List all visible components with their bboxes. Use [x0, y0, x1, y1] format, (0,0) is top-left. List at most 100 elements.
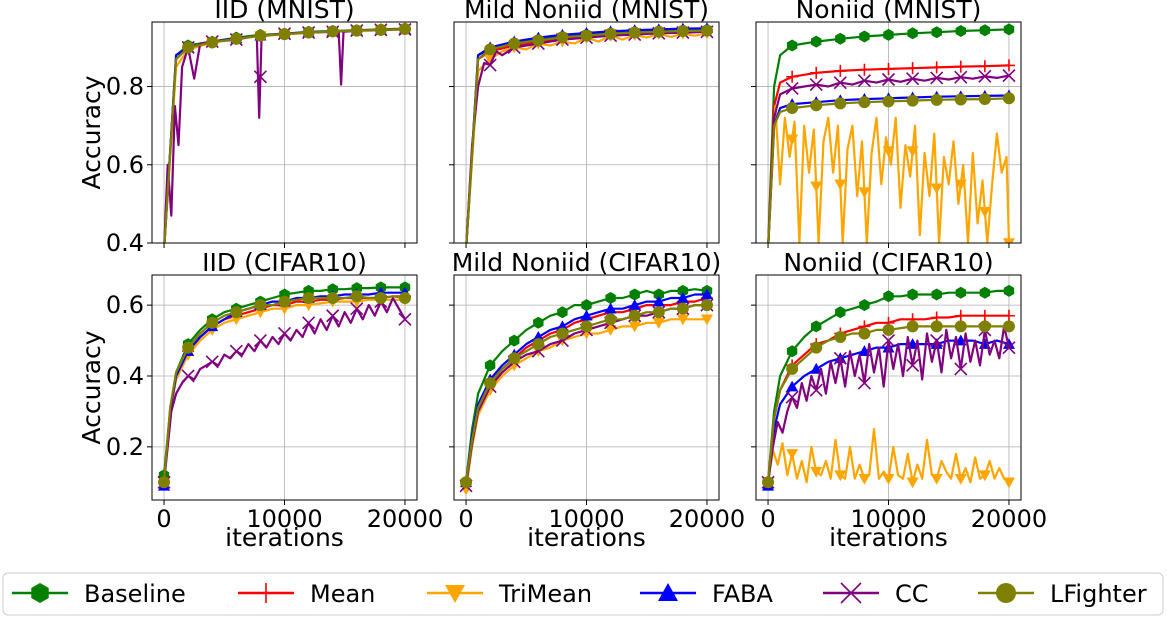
plot-area	[157, 281, 412, 491]
x-tick-label: 20000	[971, 505, 1047, 533]
marker-baseline	[653, 288, 664, 301]
marker-lfighter	[206, 316, 219, 329]
marker-cc	[785, 81, 799, 96]
marker-trimean	[1002, 238, 1015, 243]
marker-cc	[809, 78, 823, 92]
marker-lfighter	[350, 24, 363, 37]
legend: Baseline Mean TriMean FABA CC LFighter	[2, 572, 1164, 616]
panel-title: Noniid (CIFAR10)	[783, 248, 993, 277]
marker-baseline	[509, 334, 520, 347]
marker-lfighter	[954, 93, 967, 106]
marker-lfighter	[930, 320, 943, 333]
marker-cc	[906, 72, 920, 86]
marker-faba	[652, 295, 665, 307]
y-tick-label: 0.4	[106, 362, 144, 390]
x-axis-label: iterations	[225, 523, 344, 552]
marker-trimean	[978, 206, 991, 218]
marker-mean	[1002, 309, 1015, 322]
marker-faba	[676, 292, 689, 303]
panel-noniid-mnist: Noniid (MNIST)	[751, 0, 1022, 248]
marker-baseline	[883, 28, 894, 41]
marker-baseline	[835, 306, 846, 319]
x-tick-label: 10000	[850, 505, 926, 533]
x-axis-label: iterations	[527, 523, 646, 552]
panel-title: Mild Noniid (CIFAR10)	[452, 248, 722, 277]
marker-baseline	[811, 320, 822, 333]
marker-trimean	[834, 470, 847, 482]
marker-lfighter	[278, 295, 291, 308]
marker-lfighter	[398, 292, 411, 305]
series-line-cc	[162, 296, 406, 483]
marker-faba	[604, 302, 617, 314]
marker-mean	[978, 60, 991, 73]
marker-mean	[858, 63, 871, 76]
x-tick-label: 20000	[669, 505, 745, 533]
x-axis-label: iterations	[829, 523, 948, 552]
legend-label: CC	[895, 580, 929, 608]
marker-trimean	[858, 473, 871, 485]
marker-lfighter	[484, 43, 497, 56]
marker-lfighter	[954, 320, 967, 333]
panel-iid-cifar10: IID (CIFAR10) 0.2 0.4 0.6 0 10000 20000 iterati…	[77, 248, 443, 552]
marker-lfighter	[350, 290, 363, 303]
marker-baseline	[557, 306, 568, 319]
legend-marker-mean	[256, 583, 276, 603]
marker-baseline	[859, 30, 870, 43]
marker-baseline	[1003, 23, 1015, 36]
legend-label: TriMean	[498, 580, 592, 608]
series-line-trimean	[767, 105, 1011, 243]
marker-baseline	[979, 286, 991, 299]
marker-lfighter	[906, 320, 919, 333]
marker-baseline	[484, 359, 496, 372]
series-line-lfighter	[162, 295, 406, 483]
marker-lfighter	[978, 93, 991, 106]
panel-mild-noniid-cifar10: Mild Noniid (CIFAR10) 0 10000 20000 iteratio…	[449, 248, 745, 552]
marker-lfighter	[398, 23, 411, 36]
marker-lfighter	[628, 26, 641, 39]
marker-lfighter	[676, 24, 689, 37]
marker-cc	[326, 309, 340, 323]
marker-trimean	[954, 473, 967, 485]
marker-cc	[350, 302, 364, 316]
series-line-lfighter	[766, 325, 1009, 483]
marker-faba	[628, 299, 641, 310]
marker-trimean	[652, 318, 665, 329]
marker-lfighter	[978, 320, 991, 333]
marker-baseline	[907, 288, 918, 301]
marker-trimean	[930, 183, 943, 195]
marker-trimean	[978, 470, 991, 482]
marker-lfighter	[858, 96, 871, 109]
plot-area	[767, 23, 1016, 243]
x-tick-label: 10000	[246, 505, 322, 533]
marker-lfighter	[302, 292, 315, 305]
series-line-cc	[767, 74, 1010, 243]
panel-noniid-cifar10: Noniid (CIFAR10) 0 10000 20000 iterations	[751, 248, 1047, 552]
marker-mean	[786, 70, 799, 83]
marker-lfighter	[254, 299, 267, 312]
marker-lfighter	[460, 476, 473, 489]
y-tick-label: 0.8	[106, 73, 144, 101]
marker-cc	[906, 358, 920, 372]
marker-lfighter	[1002, 92, 1015, 105]
marker-mean	[810, 66, 823, 79]
marker-lfighter	[230, 32, 243, 45]
marker-lfighter	[858, 327, 871, 340]
marker-cc	[881, 333, 896, 348]
marker-lfighter	[182, 341, 195, 354]
x-tick-label: 10000	[548, 505, 624, 533]
marker-lfighter	[700, 24, 713, 37]
marker-cc	[1002, 341, 1016, 355]
marker-baseline	[581, 299, 592, 312]
marker-cc	[277, 326, 292, 341]
marker-trimean	[906, 146, 919, 158]
marker-mean	[954, 60, 967, 73]
y-tick-label: 0.6	[106, 291, 144, 319]
x-tick-label: 0	[458, 505, 473, 533]
marker-lfighter	[484, 377, 497, 390]
legend-marker-faba	[658, 583, 678, 601]
marker-cc	[205, 355, 219, 369]
marker-cc	[483, 58, 497, 72]
series-line-baseline	[162, 286, 405, 476]
